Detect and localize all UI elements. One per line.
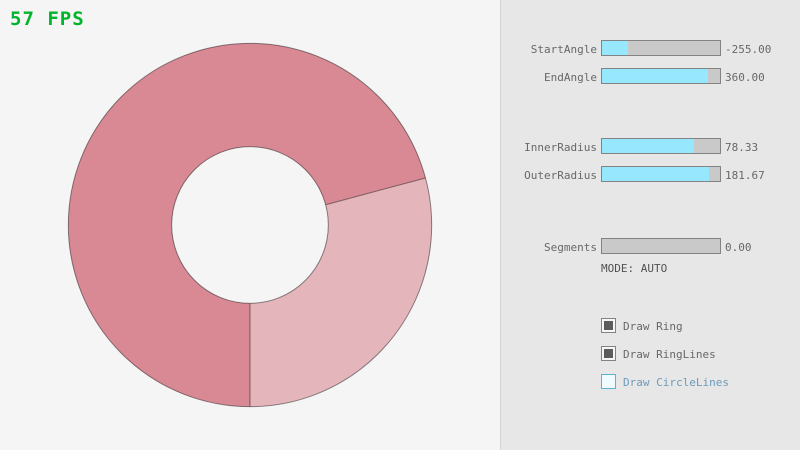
draw-ringlines-checkbox[interactable] [601, 346, 616, 361]
ring-inner-outline [171, 146, 329, 304]
innerradius-slider-fill [602, 139, 695, 153]
startangle-label: StartAngle [530, 43, 597, 56]
draw-ring-checkbox-label: Draw Ring [623, 320, 683, 333]
segments-value: 0.00 [725, 241, 752, 254]
slider-row-outerradius: OuterRadius 181.67 [501, 166, 800, 182]
endangle-label: EndAngle [544, 71, 597, 84]
startangle-value: -255.00 [725, 43, 772, 56]
checkbox-check-mark [604, 321, 613, 330]
innerradius-label: InnerRadius [524, 141, 597, 154]
fps-counter: 57 FPS [10, 8, 85, 30]
slider-row-startangle: StartAngle -255.00 [501, 40, 800, 56]
startangle-slider[interactable] [601, 40, 721, 56]
checkbox-row-draw-ring: Draw Ring [501, 318, 800, 334]
startangle-slider-fill [602, 41, 628, 55]
innerradius-slider[interactable] [601, 138, 721, 154]
checkbox-row-draw-circlelines: Draw CircleLines [501, 374, 800, 390]
slider-row-innerradius: InnerRadius 78.33 [501, 138, 800, 154]
ring-outer-outline [67, 42, 433, 408]
outerradius-slider[interactable] [601, 166, 721, 182]
slider-row-segments: Segments 0.00 [501, 238, 800, 254]
checkbox-check-mark [604, 349, 613, 358]
draw-ring-checkbox[interactable] [601, 318, 616, 333]
ring-chart [67, 42, 433, 408]
endangle-slider[interactable] [601, 68, 721, 84]
mode-label: MODE: AUTO [601, 262, 668, 275]
draw-circlelines-checkbox[interactable] [601, 374, 616, 389]
outerradius-label: OuterRadius [524, 169, 597, 182]
innerradius-value: 78.33 [725, 141, 759, 154]
slider-row-endangle: EndAngle 360.00 [501, 68, 800, 84]
ring-angle-line [325, 177, 426, 206]
draw-circlelines-checkbox-label: Draw CircleLines [623, 376, 729, 389]
controls-panel: StartAngle -255.00 EndAngle 360.00 Inner… [500, 0, 800, 450]
checkbox-row-draw-ringlines: Draw RingLines [501, 346, 800, 362]
ring-sector-single-pass [250, 177, 432, 407]
outerradius-value: 181.67 [725, 169, 765, 182]
segments-label: Segments [544, 241, 597, 254]
outerradius-slider-fill [602, 167, 710, 181]
draw-ringlines-checkbox-label: Draw RingLines [623, 348, 716, 361]
endangle-value: 360.00 [725, 71, 765, 84]
endangle-slider-fill [602, 69, 709, 83]
ring-sector-double-pass [68, 43, 426, 407]
segments-slider[interactable] [601, 238, 721, 254]
